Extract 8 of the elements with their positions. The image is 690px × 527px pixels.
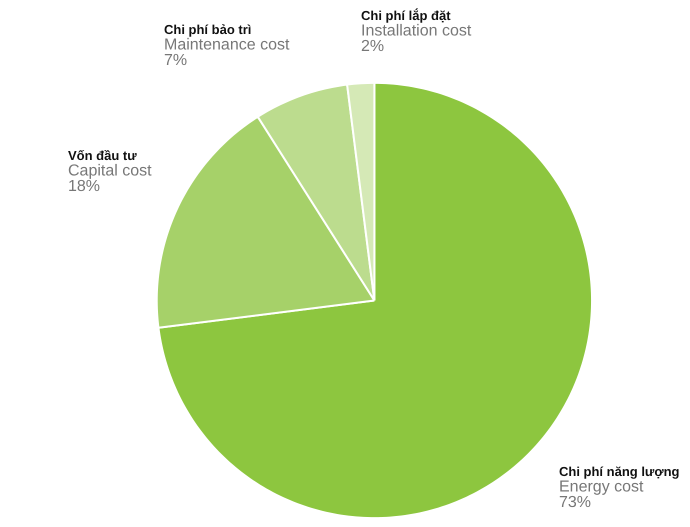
- slice-label: Vốn đầu tư Capital cost: [68, 148, 152, 180]
- slice-label: Chi phí lắp đặt Installation cost: [361, 8, 472, 40]
- data-label: 18%: [68, 178, 100, 196]
- data-label: 73%: [559, 494, 592, 512]
- data-label: 2%: [361, 38, 384, 56]
- slice-label: Chi phí bảo trì Maintenance cost: [164, 22, 290, 54]
- data-label: 7%: [164, 52, 188, 70]
- slice-label: Chi phí năng lượng Energy cost: [559, 464, 680, 496]
